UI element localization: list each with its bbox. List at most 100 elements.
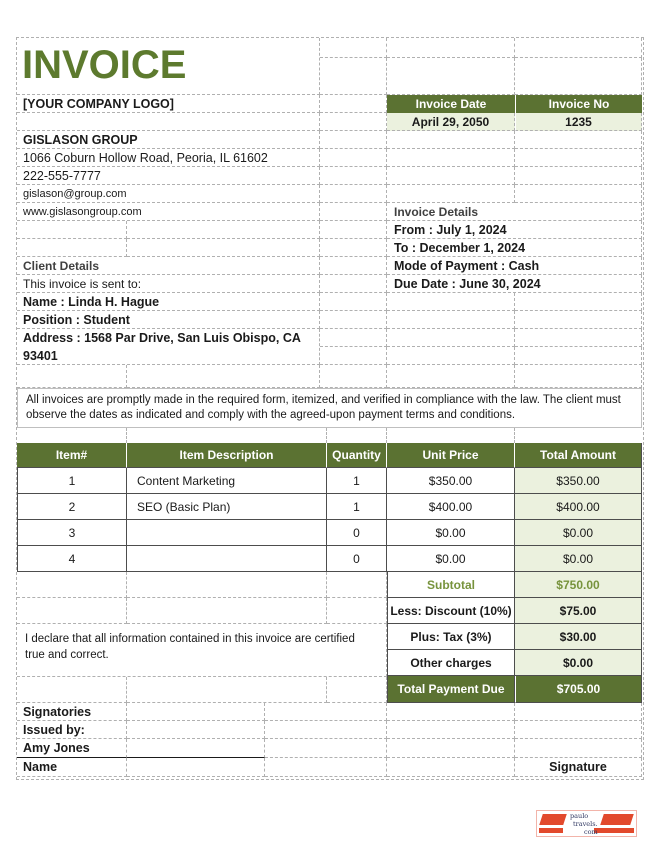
grid-cell (387, 365, 515, 388)
grid-cell (127, 758, 265, 777)
summary-subtotal-value: $750.00 (515, 572, 642, 598)
declaration-text: I declare that all information contained… (17, 624, 387, 677)
invoice-date-header: Invoice Date (387, 95, 515, 113)
grid-cell (17, 598, 127, 624)
grid-cell (387, 149, 515, 167)
item-row-cell: $350.00 (515, 468, 642, 494)
signatories-label: Signatories (17, 703, 127, 721)
issuer-name: Amy Jones (17, 739, 127, 758)
summary-total-value: $705.00 (515, 676, 642, 703)
logo-text: paulo travels. com (566, 812, 598, 836)
summary-discount-label: Less: Discount (10%) (387, 598, 515, 624)
summary-total-label: Total Payment Due (387, 676, 515, 703)
grid-cell (320, 149, 387, 167)
item-header-unit-price: Unit Price (387, 443, 515, 468)
invoice-notice: All invoices are promptly made in the re… (17, 388, 642, 428)
grid-cell (387, 703, 515, 721)
grid-cell (320, 113, 387, 131)
item-header-number: Item# (17, 443, 127, 468)
invoice-details-heading: Invoice Details (387, 203, 642, 221)
grid-cell (515, 185, 642, 203)
logo-shape-right-top (600, 814, 634, 825)
due-date: Due Date : June 30, 2024 (387, 275, 642, 293)
grid-cell (515, 428, 642, 443)
grid-cell (320, 257, 387, 275)
item-row-cell: $400.00 (387, 494, 515, 520)
summary-other-value: $0.00 (515, 650, 642, 676)
item-row-cell: $0.00 (387, 520, 515, 546)
summary-other-label: Other charges (387, 650, 515, 676)
grid-cell (127, 239, 320, 257)
grid-cell (17, 221, 127, 239)
grid-cell (515, 58, 642, 95)
invoice-date-value: April 29, 2050 (387, 113, 515, 131)
item-row-cell: 0 (327, 520, 387, 546)
grid-cell (515, 365, 642, 388)
summary-tax-label: Plus: Tax (3%) (387, 624, 515, 650)
company-logo-placeholder: [YOUR COMPANY LOGO] (17, 95, 320, 113)
grid-cell (387, 739, 515, 758)
grid-cell (127, 572, 327, 598)
item-row-cell (127, 546, 327, 572)
invoice-period-from: From : July 1, 2024 (387, 221, 642, 239)
company-phone: 222-555-7777 (17, 167, 320, 185)
grid-cell (327, 677, 387, 703)
grid-cell (17, 113, 320, 131)
company-email: gislason@group.com (17, 185, 320, 203)
grid-cell (320, 311, 387, 329)
grid-cell (327, 598, 387, 624)
grid-cell (515, 703, 642, 721)
grid-cell (515, 293, 642, 311)
grid-cell (320, 203, 387, 221)
grid-cell (320, 221, 387, 239)
item-row-cell: SEO (Basic Plan) (127, 494, 327, 520)
signature-line (127, 739, 265, 758)
item-row-cell: 0 (327, 546, 387, 572)
invoice-period-to: To : December 1, 2024 (387, 239, 642, 257)
grid-cell (17, 677, 127, 703)
grid-cell (17, 365, 127, 388)
grid-cell (127, 221, 320, 239)
sheet-outline (16, 37, 644, 780)
item-header-total-amount: Total Amount (515, 443, 642, 468)
item-row-cell: 1 (327, 468, 387, 494)
grid-cell (320, 185, 387, 203)
grid-cell (515, 347, 642, 365)
grid-cell (265, 703, 387, 721)
signature-label: Signature (515, 758, 642, 777)
grid-cell (327, 572, 387, 598)
client-position: Position : Student (17, 311, 320, 329)
grid-cell (320, 329, 387, 347)
grid-cell (127, 721, 265, 739)
summary-discount-value: $75.00 (515, 598, 642, 624)
grid-cell (515, 131, 642, 149)
client-sent-to: This invoice is sent to: (17, 275, 320, 293)
client-details-heading: Client Details (17, 257, 320, 275)
item-row-cell: $0.00 (515, 546, 642, 572)
grid-cell (387, 58, 515, 95)
grid-cell (327, 428, 387, 443)
company-website: www.gislasongroup.com (17, 203, 320, 221)
logo-shape-left-bottom (539, 828, 563, 833)
grid-cell (265, 758, 387, 777)
logo-text-line3: com (584, 828, 598, 836)
item-row-cell: $400.00 (515, 494, 642, 520)
item-row-cell: 4 (17, 546, 127, 572)
grid-cell (387, 167, 515, 185)
item-row-cell: 1 (17, 468, 127, 494)
issued-by-label: Issued by: (17, 721, 127, 739)
grid-cell (515, 38, 642, 58)
logo-shape-right-bottom (594, 828, 634, 833)
item-row-cell: Content Marketing (127, 468, 327, 494)
grid-cell (387, 293, 515, 311)
client-name: Name : Linda H. Hague (17, 293, 320, 311)
item-row-cell: 2 (17, 494, 127, 520)
item-header-quantity: Quantity (327, 443, 387, 468)
grid-cell (387, 131, 515, 149)
page-title: INVOICE (17, 38, 320, 95)
grid-cell (515, 167, 642, 185)
invoice-no-header: Invoice No (515, 95, 642, 113)
company-name: GISLASON GROUP (17, 131, 320, 149)
grid-cell (320, 275, 387, 293)
logo-text-line2: travels. (573, 820, 598, 828)
